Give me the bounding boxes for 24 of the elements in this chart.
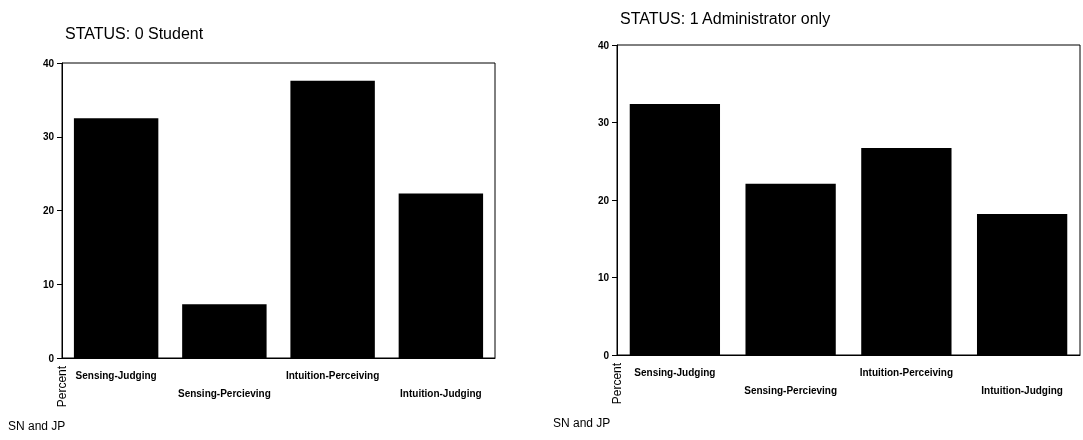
x-axis-title: SN and JP xyxy=(553,416,611,430)
x-axis-title: SN and JP xyxy=(8,419,66,433)
y-tick-label: 20 xyxy=(597,194,610,206)
chart-title: STATUS: 0 Student xyxy=(65,24,204,42)
x-tick-label: Intuition-Judging xyxy=(981,384,1063,396)
x-tick-label: Sensing-Judging xyxy=(634,366,716,378)
y-tick-label: 40 xyxy=(42,57,55,69)
x-tick-label: Sensing-Percieving xyxy=(744,384,838,396)
x-tick-label: Intuition-Judging xyxy=(400,387,482,399)
y-tick-label: 0 xyxy=(603,349,610,361)
y-tick-label: 10 xyxy=(597,272,610,283)
x-tick-label: Intuition-Perceiving xyxy=(859,366,954,378)
y-axis-title: Percent xyxy=(55,365,69,408)
x-tick-label: Sensing-Judging xyxy=(75,369,157,381)
y-tick-label: 40 xyxy=(597,39,610,51)
x-tick-label: Sensing-Percieving xyxy=(177,387,271,399)
y-tick-label: 0 xyxy=(48,352,55,364)
y-tick-label: 30 xyxy=(597,117,610,128)
x-tick-label: Intuition-Perceiving xyxy=(285,369,380,381)
chart-title: STATUS: 1 Administrator only xyxy=(620,9,831,27)
y-tick-label: 30 xyxy=(42,131,55,143)
y-axis-title: Percent xyxy=(610,362,624,405)
y-tick-label: 10 xyxy=(42,278,55,290)
y-tick-label: 20 xyxy=(42,205,55,216)
